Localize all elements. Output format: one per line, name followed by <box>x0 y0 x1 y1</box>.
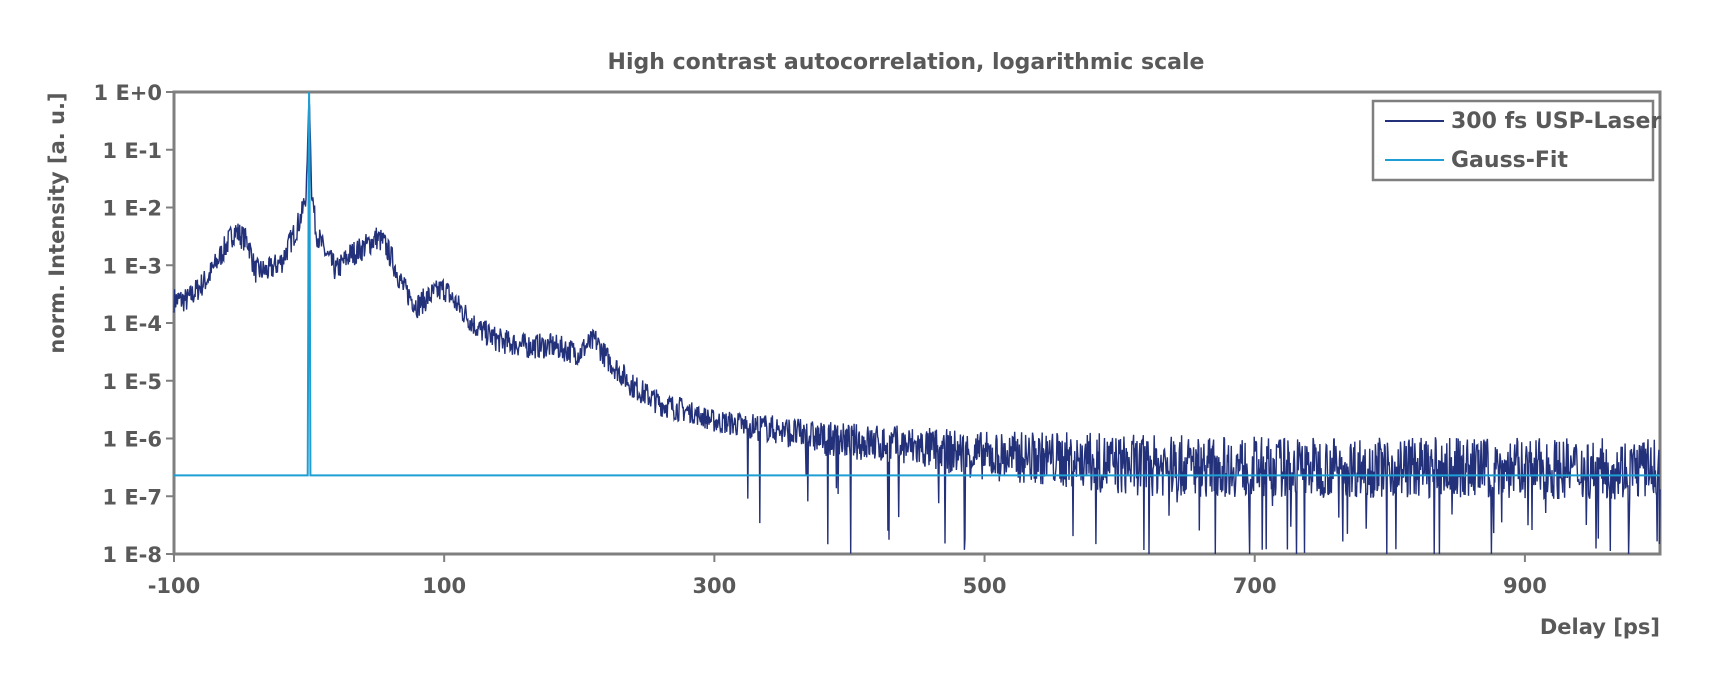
x-axis: -100 100 300 500 700 900 <box>148 554 1547 598</box>
series-line-gauss-fit <box>174 91 1660 477</box>
y-tick-label: 1 E-4 <box>102 312 162 336</box>
x-tick-label: -100 <box>148 574 201 598</box>
x-tick-label: 100 <box>422 574 466 598</box>
x-tick-label: 300 <box>692 574 736 598</box>
series-line-usp-laser <box>173 99 1661 555</box>
legend-box <box>1371 99 1655 182</box>
legend-label-gauss-fit: Gauss-Fit <box>1451 148 1568 173</box>
y-tick-label: 1 E-2 <box>102 197 162 221</box>
y-axis: 1 E+0 1 E-1 1 E-2 1 E-3 1 E-4 1 E-5 1 E-6 1 E-7… <box>94 81 174 567</box>
y-tick-label: 1 E+0 <box>94 81 162 105</box>
y-tick-label: 1 E-1 <box>102 139 162 163</box>
legend-label-usp-laser: 300 fs USP-Laser <box>1451 109 1661 134</box>
y-tick-label: 1 E-8 <box>102 543 162 567</box>
chart-title: High contrast autocorrelation, logarithm… <box>608 50 1205 75</box>
y-tick-label: 1 E-3 <box>102 254 162 278</box>
y-axis-label: norm. Intensity [a. u.] <box>45 92 69 353</box>
x-tick-label: 700 <box>1233 574 1277 598</box>
x-tick-label: 900 <box>1503 574 1547 598</box>
x-axis-label: Delay [ps] <box>1540 615 1660 639</box>
x-tick-label: 500 <box>963 574 1007 598</box>
legend: 300 fs USP-Laser Gauss-Fit <box>1371 99 1661 182</box>
y-tick-label: 1 E-5 <box>102 370 162 394</box>
y-tick-label: 1 E-6 <box>102 428 162 452</box>
y-tick-label: 1 E-7 <box>102 485 162 509</box>
series-layer <box>173 91 1661 555</box>
